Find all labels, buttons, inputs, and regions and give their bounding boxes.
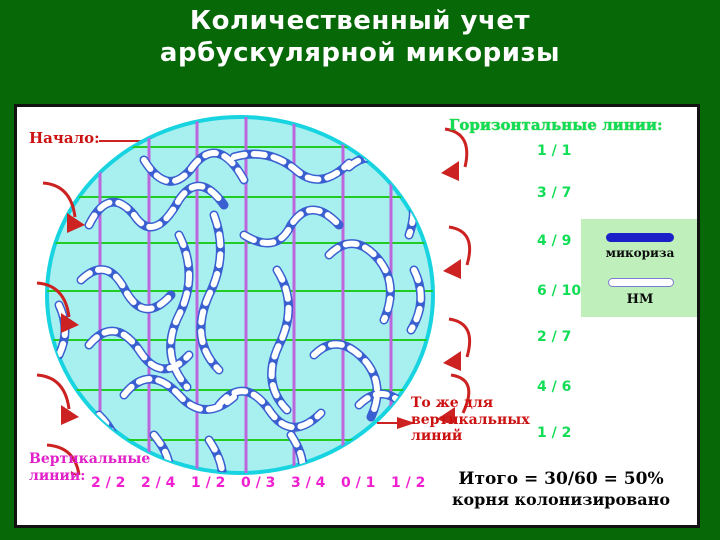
same-for-vertical-label: То же для вертикальных линий bbox=[411, 395, 530, 445]
diagram-panel: Начало: bbox=[14, 104, 700, 528]
horizontal-ratio-1: 3 / 7 bbox=[537, 185, 572, 201]
horizontal-ratio-6: 1 / 2 bbox=[537, 425, 572, 441]
vertical-lines-label: Вертикальные линии: bbox=[29, 451, 151, 484]
total-line-2: корня колонизировано bbox=[451, 490, 671, 510]
vertical-ratio-0: 2 / 2 bbox=[91, 475, 126, 491]
legend-mycorrhiza-swatch bbox=[606, 233, 674, 242]
same-for-vertical-arrow-icon bbox=[377, 417, 415, 429]
total-summary: Итого = 30/60 = 50% корня колонизировано bbox=[421, 469, 697, 510]
legend-non-mycorrhiza-swatch bbox=[608, 278, 674, 287]
grid-and-roots bbox=[47, 117, 433, 473]
vertical-ratio-5: 0 / 1 bbox=[341, 475, 376, 491]
horizontal-ratio-2: 4 / 9 bbox=[537, 233, 572, 249]
horizontal-ratio-5: 4 / 6 bbox=[537, 379, 572, 395]
vertical-ratio-6: 1 / 2 bbox=[391, 475, 426, 491]
page-title: Количественный учет арбускулярной микори… bbox=[0, 6, 720, 69]
total-line-1: Итого = 30/60 = 50% bbox=[458, 469, 664, 489]
vertical-ratio-4: 3 / 4 bbox=[291, 475, 326, 491]
vertical-ratio-2: 1 / 2 bbox=[191, 475, 226, 491]
title-line-1: Количественный учет bbox=[189, 6, 531, 36]
right-scan-arrows-icon bbox=[437, 127, 472, 423]
horizontal-ratio-4: 2 / 7 bbox=[537, 329, 572, 345]
legend-box: микориза НМ bbox=[581, 219, 697, 317]
vertical-ratio-1: 2 / 4 bbox=[141, 475, 176, 491]
legend-mycorrhiza-label: микориза bbox=[605, 246, 675, 260]
left-scan-arrows-icon bbox=[36, 181, 85, 475]
horizontal-ratio-3: 6 / 10 bbox=[537, 283, 582, 299]
title-line-2: арбускулярной микоризы bbox=[159, 37, 561, 68]
root-sample-diagram bbox=[45, 115, 435, 475]
start-label: Начало: bbox=[29, 129, 100, 147]
vertical-ratio-3: 0 / 3 bbox=[241, 475, 276, 491]
horizontal-lines-header: Горизонтальные линии: bbox=[449, 116, 663, 134]
legend-non-mycorrhiza-label: НМ bbox=[626, 292, 654, 307]
horizontal-ratio-0: 1 / 1 bbox=[537, 143, 572, 159]
